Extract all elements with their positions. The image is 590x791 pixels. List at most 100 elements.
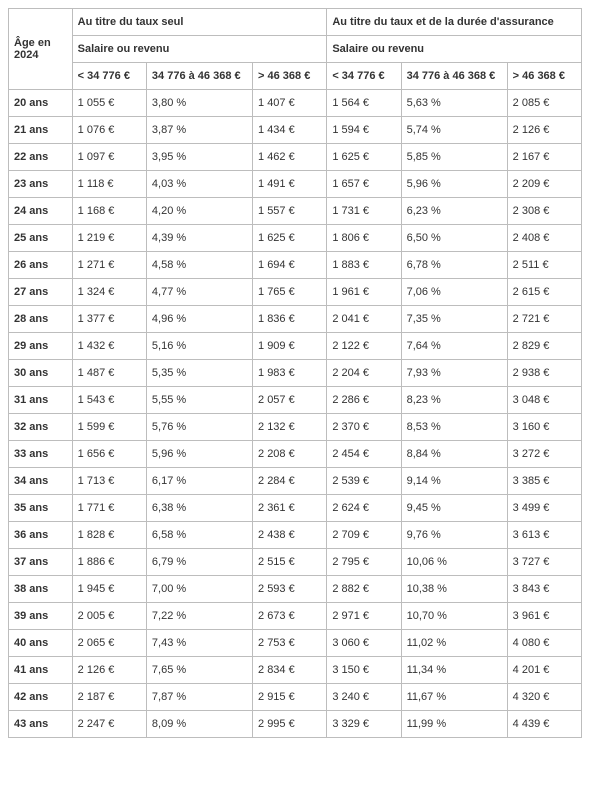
val-taux-low: 1 055 €: [72, 90, 146, 117]
val-duree-low: 2 971 €: [327, 603, 401, 630]
table-row: 39 ans2 005 €7,22 %2 673 €2 971 €10,70 %…: [9, 603, 582, 630]
val-duree-low: 1 594 €: [327, 117, 401, 144]
val-taux-mid: 4,03 %: [146, 171, 252, 198]
val-taux-high: 2 208 €: [253, 441, 327, 468]
val-taux-high: 1 434 €: [253, 117, 327, 144]
val-duree-high: 2 167 €: [507, 144, 581, 171]
table-row: 26 ans1 271 €4,58 %1 694 €1 883 €6,78 %2…: [9, 252, 582, 279]
val-taux-low: 1 271 €: [72, 252, 146, 279]
table-row: 43 ans2 247 €8,09 %2 995 €3 329 €11,99 %…: [9, 711, 582, 738]
val-duree-high: 3 048 €: [507, 387, 581, 414]
age-cell: 42 ans: [9, 684, 73, 711]
val-taux-high: 2 515 €: [253, 549, 327, 576]
age-cell: 35 ans: [9, 495, 73, 522]
table-row: 41 ans2 126 €7,65 %2 834 €3 150 €11,34 %…: [9, 657, 582, 684]
age-cell: 31 ans: [9, 387, 73, 414]
val-duree-low: 1 564 €: [327, 90, 401, 117]
age-cell: 34 ans: [9, 468, 73, 495]
val-taux-low: 1 076 €: [72, 117, 146, 144]
val-duree-high: 2 829 €: [507, 333, 581, 360]
val-taux-mid: 3,95 %: [146, 144, 252, 171]
val-duree-low: 1 961 €: [327, 279, 401, 306]
val-duree-mid: 11,99 %: [401, 711, 507, 738]
val-taux-mid: 4,20 %: [146, 198, 252, 225]
val-duree-low: 1 657 €: [327, 171, 401, 198]
val-taux-mid: 7,22 %: [146, 603, 252, 630]
age-cell: 29 ans: [9, 333, 73, 360]
val-duree-mid: 10,38 %: [401, 576, 507, 603]
val-duree-low: 1 883 €: [327, 252, 401, 279]
val-taux-low: 1 945 €: [72, 576, 146, 603]
val-taux-mid: 6,58 %: [146, 522, 252, 549]
age-cell: 20 ans: [9, 90, 73, 117]
val-taux-high: 2 834 €: [253, 657, 327, 684]
val-duree-high: 2 721 €: [507, 306, 581, 333]
table-row: 32 ans1 599 €5,76 %2 132 €2 370 €8,53 %3…: [9, 414, 582, 441]
age-cell: 21 ans: [9, 117, 73, 144]
age-cell: 41 ans: [9, 657, 73, 684]
val-duree-mid: 7,64 %: [401, 333, 507, 360]
val-duree-low: 3 150 €: [327, 657, 401, 684]
val-duree-low: 2 370 €: [327, 414, 401, 441]
val-duree-low: 2 709 €: [327, 522, 401, 549]
val-taux-mid: 4,96 %: [146, 306, 252, 333]
val-duree-mid: 6,78 %: [401, 252, 507, 279]
val-duree-high: 3 499 €: [507, 495, 581, 522]
val-duree-mid: 5,85 %: [401, 144, 507, 171]
age-cell: 38 ans: [9, 576, 73, 603]
val-taux-high: 2 057 €: [253, 387, 327, 414]
age-cell: 30 ans: [9, 360, 73, 387]
val-taux-high: 1 557 €: [253, 198, 327, 225]
table-row: 40 ans2 065 €7,43 %2 753 €3 060 €11,02 %…: [9, 630, 582, 657]
val-duree-low: 1 806 €: [327, 225, 401, 252]
val-taux-high: 2 593 €: [253, 576, 327, 603]
age-cell: 23 ans: [9, 171, 73, 198]
val-duree-low: 2 882 €: [327, 576, 401, 603]
val-taux-low: 2 247 €: [72, 711, 146, 738]
val-duree-mid: 7,06 %: [401, 279, 507, 306]
val-duree-low: 2 041 €: [327, 306, 401, 333]
val-taux-mid: 5,96 %: [146, 441, 252, 468]
val-taux-low: 1 599 €: [72, 414, 146, 441]
table-row: 33 ans1 656 €5,96 %2 208 €2 454 €8,84 %3…: [9, 441, 582, 468]
val-duree-low: 2 286 €: [327, 387, 401, 414]
val-duree-mid: 10,06 %: [401, 549, 507, 576]
table-row: 31 ans1 543 €5,55 %2 057 €2 286 €8,23 %3…: [9, 387, 582, 414]
val-taux-high: 2 132 €: [253, 414, 327, 441]
val-duree-low: 1 731 €: [327, 198, 401, 225]
pricing-table: Âge en 2024 Au titre du taux seul Au tit…: [8, 8, 582, 738]
table-row: 24 ans1 168 €4,20 %1 557 €1 731 €6,23 %2…: [9, 198, 582, 225]
val-duree-low: 2 454 €: [327, 441, 401, 468]
header-col-low-1: < 34 776 €: [72, 63, 146, 90]
val-duree-high: 2 308 €: [507, 198, 581, 225]
val-duree-high: 4 080 €: [507, 630, 581, 657]
val-duree-mid: 7,93 %: [401, 360, 507, 387]
val-taux-mid: 4,77 %: [146, 279, 252, 306]
val-taux-mid: 5,16 %: [146, 333, 252, 360]
val-taux-mid: 7,00 %: [146, 576, 252, 603]
table-row: 36 ans1 828 €6,58 %2 438 €2 709 €9,76 %3…: [9, 522, 582, 549]
val-taux-low: 1 097 €: [72, 144, 146, 171]
val-taux-mid: 3,87 %: [146, 117, 252, 144]
val-taux-low: 2 065 €: [72, 630, 146, 657]
val-duree-mid: 6,23 %: [401, 198, 507, 225]
val-duree-mid: 8,53 %: [401, 414, 507, 441]
header-col-low-2: < 34 776 €: [327, 63, 401, 90]
header-col-mid-1: 34 776 à 46 368 €: [146, 63, 252, 90]
table-row: 38 ans1 945 €7,00 %2 593 €2 882 €10,38 %…: [9, 576, 582, 603]
val-duree-mid: 6,50 %: [401, 225, 507, 252]
table-row: 23 ans1 118 €4,03 %1 491 €1 657 €5,96 %2…: [9, 171, 582, 198]
header-col-high-1: > 46 368 €: [253, 63, 327, 90]
age-cell: 40 ans: [9, 630, 73, 657]
val-duree-mid: 8,84 %: [401, 441, 507, 468]
age-cell: 24 ans: [9, 198, 73, 225]
val-taux-low: 1 771 €: [72, 495, 146, 522]
table-row: 30 ans1 487 €5,35 %1 983 €2 204 €7,93 %2…: [9, 360, 582, 387]
val-taux-high: 1 694 €: [253, 252, 327, 279]
header-col-mid-2: 34 776 à 46 368 €: [401, 63, 507, 90]
val-duree-high: 3 160 €: [507, 414, 581, 441]
val-duree-high: 3 613 €: [507, 522, 581, 549]
table-row: 21 ans1 076 €3,87 %1 434 €1 594 €5,74 %2…: [9, 117, 582, 144]
table-row: 34 ans1 713 €6,17 %2 284 €2 539 €9,14 %3…: [9, 468, 582, 495]
val-duree-mid: 9,45 %: [401, 495, 507, 522]
